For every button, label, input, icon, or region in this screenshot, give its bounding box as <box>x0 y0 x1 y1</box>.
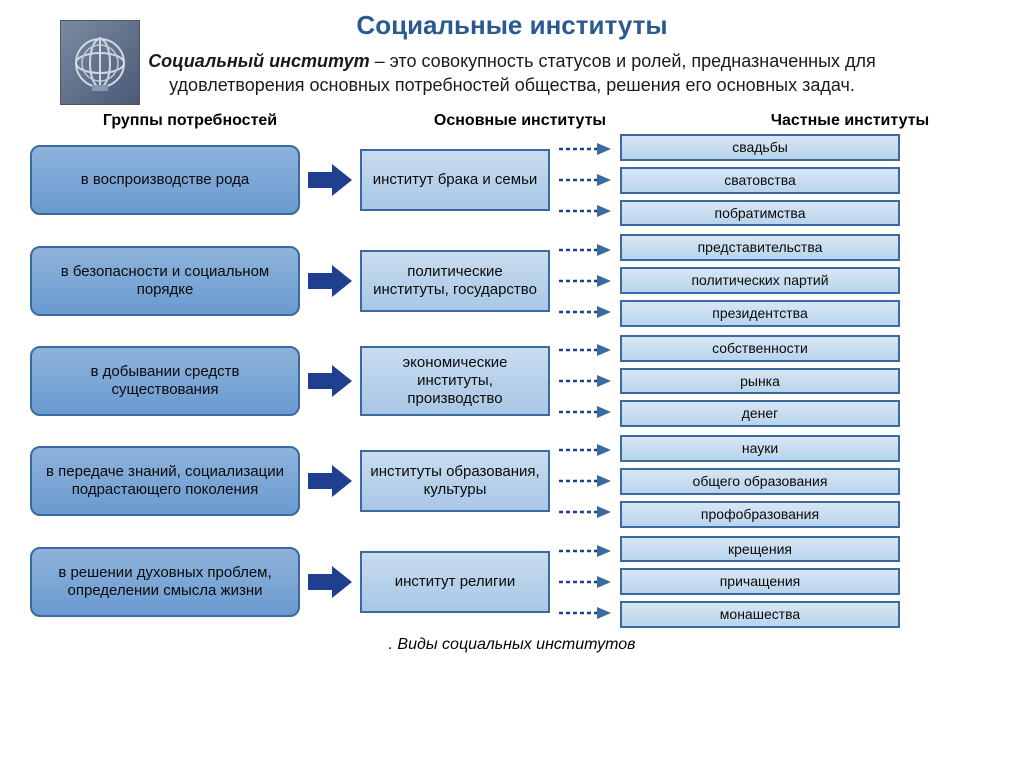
arrow-small-column <box>550 137 620 223</box>
private-column: крещения причащения монашества <box>620 536 900 628</box>
private-box: представительства <box>620 234 900 261</box>
arrow-big-icon <box>300 365 360 397</box>
private-column: свадьбы сватовства побратимства <box>620 134 900 226</box>
arrow-small-icon <box>550 473 620 489</box>
arrow-small-icon <box>550 574 620 590</box>
arrow-small-column <box>550 438 620 524</box>
column-header-needs: Группы потребностей <box>50 112 330 130</box>
private-box: денег <box>620 400 900 427</box>
definition-text: Социальный институт – это совокупность с… <box>132 49 892 98</box>
private-box: науки <box>620 435 900 462</box>
column-header-private: Частные институты <box>720 112 980 130</box>
private-box: монашества <box>620 601 900 628</box>
diagram-row: в воспроизводстве рода институт брака и с… <box>30 134 994 226</box>
arrow-big-icon <box>300 465 360 497</box>
column-headers: Группы потребностей Основные институты Ч… <box>0 112 1024 130</box>
diagram-row: в добывании средств существования экономи… <box>30 335 994 427</box>
institution-box: институт религии <box>360 551 550 613</box>
private-box: президентства <box>620 300 900 327</box>
need-box: в воспроизводстве рода <box>30 145 300 215</box>
logo-image <box>60 20 140 105</box>
arrow-small-column <box>550 338 620 424</box>
arrow-small-column <box>550 539 620 625</box>
institution-box: политические институты, государство <box>360 250 550 312</box>
arrow-small-icon <box>550 442 620 458</box>
need-box: в передаче знаний, социализации подраста… <box>30 446 300 516</box>
definition-term: Социальный институт <box>148 51 369 71</box>
diagram-row: в безопасности и социальном порядке полит… <box>30 234 994 326</box>
arrow-small-icon <box>550 342 620 358</box>
arrow-big-icon <box>300 566 360 598</box>
arrow-big-icon <box>300 265 360 297</box>
private-box: сватовства <box>620 167 900 194</box>
arrow-small-icon <box>550 242 620 258</box>
institution-box: институт брака и семьи <box>360 149 550 211</box>
page-title: Социальные институты <box>40 10 984 41</box>
arrow-small-icon <box>550 543 620 559</box>
private-column: представительства политических партий през… <box>620 234 900 326</box>
diagram-row: в передаче знаний, социализации подраста… <box>30 435 994 527</box>
private-box: рынка <box>620 368 900 395</box>
private-box: собственности <box>620 335 900 362</box>
need-box: в добывании средств существования <box>30 346 300 416</box>
arrow-small-column <box>550 238 620 324</box>
need-box: в безопасности и социальном порядке <box>30 246 300 316</box>
arrow-big-icon <box>300 164 360 196</box>
need-box: в решении духовных проблем, определении … <box>30 547 300 617</box>
diagram-rows: в воспроизводстве рода институт брака и с… <box>0 134 1024 628</box>
arrow-small-icon <box>550 304 620 320</box>
arrow-small-icon <box>550 273 620 289</box>
private-box: свадьбы <box>620 134 900 161</box>
institution-box: экономические институты, производство <box>360 346 550 416</box>
private-box: политических партий <box>620 267 900 294</box>
private-column: собственности рынка денег <box>620 335 900 427</box>
arrow-small-icon <box>550 373 620 389</box>
institution-box: институты образования, культуры <box>360 450 550 512</box>
private-box: причащения <box>620 568 900 595</box>
column-header-main: Основные институты <box>420 112 620 130</box>
private-box: общего образования <box>620 468 900 495</box>
private-box: побратимства <box>620 200 900 227</box>
private-box: профобразования <box>620 501 900 528</box>
arrow-small-icon <box>550 404 620 420</box>
private-column: науки общего образования профобразования <box>620 435 900 527</box>
arrow-small-icon <box>550 203 620 219</box>
diagram-row: в решении духовных проблем, определении … <box>30 536 994 628</box>
arrow-small-icon <box>550 504 620 520</box>
footer-caption: . Виды социальных институтов <box>0 636 1024 654</box>
arrow-small-icon <box>550 172 620 188</box>
arrow-small-icon <box>550 141 620 157</box>
arrow-small-icon <box>550 605 620 621</box>
private-box: крещения <box>620 536 900 563</box>
